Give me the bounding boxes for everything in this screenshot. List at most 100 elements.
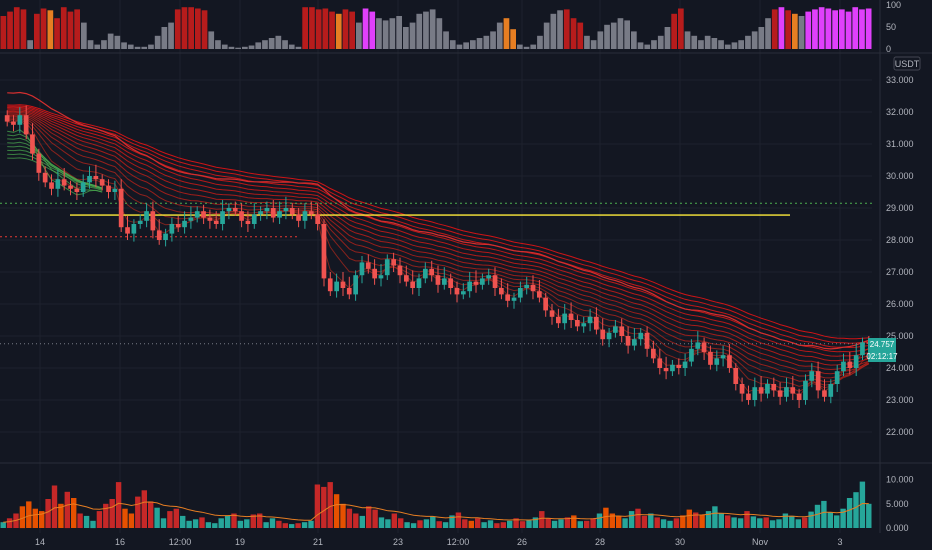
candle-body [663, 368, 669, 372]
time-tick-label: 28 [595, 537, 605, 547]
candle-body [537, 291, 542, 298]
volume-bar [789, 515, 795, 528]
ribbon-line [7, 109, 869, 357]
osc-bar [865, 8, 872, 49]
osc-bar [60, 7, 67, 49]
osc-bar [664, 27, 671, 49]
candle-body [87, 176, 92, 183]
volume-bar [481, 522, 487, 528]
volume-bar [282, 523, 288, 528]
osc-bar [443, 31, 449, 49]
candle-body [30, 134, 35, 154]
candle-body [790, 387, 796, 394]
candle-body [480, 278, 485, 285]
volume-bar [122, 508, 128, 528]
volume-bar [26, 501, 32, 528]
osc-bar [282, 40, 288, 49]
volume-bar [725, 515, 731, 528]
price-tick-label: 32.000 [886, 107, 914, 117]
candle-body [587, 316, 593, 324]
volume-ma-line [3, 501, 869, 523]
osc-bar [825, 8, 832, 49]
osc-bar [81, 22, 87, 49]
volume-bar [366, 506, 372, 529]
volume-bar [616, 515, 622, 528]
osc-bar [678, 8, 684, 49]
horizontal-levels[interactable] [0, 202, 872, 345]
osc-bar [13, 7, 20, 49]
candle-body [302, 211, 308, 221]
volume-bar [64, 491, 70, 529]
volume-bar [795, 519, 801, 528]
osc-bar [449, 40, 456, 49]
candle-body [746, 393, 751, 400]
candle-body [777, 390, 783, 397]
candle-body [454, 288, 460, 295]
candle-body [853, 355, 859, 368]
candle-body [137, 220, 143, 224]
candle-body [860, 342, 865, 356]
volume-bar [475, 518, 481, 528]
candle-body [708, 352, 713, 365]
osc-bar [543, 22, 550, 49]
candle-body [733, 368, 739, 384]
osc-bar [161, 27, 168, 49]
osc-bar [859, 9, 865, 49]
oscillator-pane[interactable] [0, 7, 872, 50]
osc-bar [94, 44, 101, 49]
candlestick-series[interactable] [4, 105, 872, 408]
volume-bar [430, 516, 436, 528]
last-price-tag: 24.757 [870, 340, 895, 349]
osc-bar [691, 35, 698, 49]
volume-bar [622, 518, 628, 528]
volume-bar [404, 522, 410, 528]
osc-bar [208, 31, 215, 49]
candle-body [112, 188, 118, 192]
candle-body [270, 208, 276, 218]
ribbon-green-line [7, 157, 103, 190]
candle-body [11, 121, 16, 125]
volume-bar [423, 519, 430, 528]
price-tick-label: 26.000 [886, 299, 914, 309]
candle-body [594, 316, 599, 330]
osc-tick-label: 50 [886, 22, 896, 32]
candle-body [340, 281, 346, 288]
volume-pane[interactable] [0, 481, 872, 529]
candle-body [739, 384, 745, 394]
candle-body [283, 208, 289, 212]
osc-bar [503, 18, 510, 49]
volume-bar [834, 515, 840, 528]
candle-body [125, 227, 130, 234]
volume-bar [212, 523, 218, 528]
osc-bar [195, 8, 201, 49]
candle-body [61, 179, 67, 186]
osc-bar [362, 8, 369, 49]
volume-bar [590, 518, 596, 528]
volume-bar [359, 515, 365, 528]
volume-bar [353, 513, 359, 528]
candle-body [213, 220, 219, 224]
volume-tick-label: 10.000 [886, 475, 914, 485]
volume-bar [519, 521, 526, 528]
candle-body [175, 224, 181, 228]
price-tick-label: 29.000 [886, 203, 914, 213]
osc-bar [470, 40, 476, 49]
osc-bar [389, 18, 396, 49]
osc-bar [121, 42, 127, 49]
osc-bar [771, 9, 778, 49]
volume-bar [372, 509, 378, 528]
volume-bar [680, 515, 686, 528]
price-tick-label: 33.000 [886, 75, 914, 85]
candle-body [619, 326, 625, 336]
volume-bar [802, 517, 808, 528]
volume-bar [96, 511, 103, 528]
volume-bar [449, 515, 455, 528]
volume-bar [224, 515, 231, 528]
candle-body [277, 211, 282, 218]
volume-bar [250, 514, 256, 528]
osc-bar [288, 44, 295, 49]
candle-body [834, 371, 840, 384]
candle-body [752, 387, 758, 400]
candle-body [182, 220, 187, 228]
